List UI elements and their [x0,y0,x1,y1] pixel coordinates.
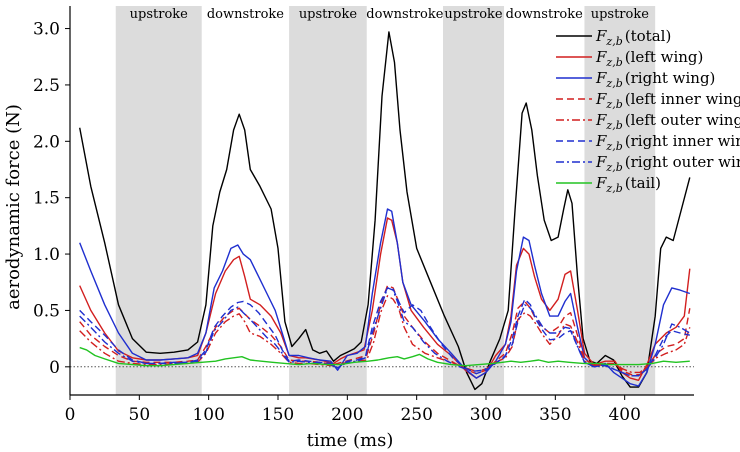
y-tick-label-0: 0 [49,358,60,378]
phase-band-4 [443,6,505,395]
series-line-6 [79,287,691,377]
series-line-7 [79,346,690,367]
phase-band-2 [289,6,367,395]
phase-band-0 [115,6,202,395]
legend-label-6: Fz,b(right outer wing) [595,153,740,174]
y-tick-label-6: 3.0 [33,20,60,40]
phase-label-5: downstroke [506,7,583,22]
legend-label-3: Fz,b (left inner wing) [595,90,740,111]
legend-label-5: Fz,b(right inner wing) [595,132,740,153]
legend: Fz,b (total)Fz,b (left wing)Fz,b (right win… [556,27,740,195]
legend-label-1: Fz,b (left wing) [595,48,703,69]
legend-label-0: Fz,b (total) [595,27,671,48]
y-tick-label-2: 1.0 [33,245,60,265]
y-tick-label-4: 2.0 [33,132,60,152]
phase-label-4: upstroke [444,7,503,22]
y-tick-label-5: 2.5 [33,76,60,96]
x-tick-label-6: 300 [470,405,502,425]
x-tick-label-5: 250 [400,405,432,425]
y-tick-label-1: 0.5 [33,301,60,321]
x-axis-label: time (ms) [307,430,394,451]
x-tick-label-0: 0 [65,405,76,425]
x-tick-label-8: 400 [608,405,640,425]
phase-label-1: downstroke [207,7,284,22]
legend-label-2: Fz,b (right wing) [595,69,715,90]
phase-label-2: upstroke [299,7,358,22]
phase-label-6: upstroke [591,7,650,22]
x-tick-label-1: 50 [129,405,151,425]
stroke-phase-bands: upstroke downstroke upstroke downstroke upst… [115,6,656,395]
series-lines [79,31,691,391]
y-tick-label-3: 1.5 [33,189,60,209]
legend-label-4: Fz,b (left outer wing) [595,111,740,132]
y-axis-label: aerodynamic force (N) [3,104,24,310]
phase-band-6 [584,6,656,395]
series-line-4 [79,295,691,374]
series-line-5 [79,287,690,377]
axes: 0 50 100 150 200 250 300 350 400 0 0.5 1.0 1.5 2.0 2.5… [33,6,694,425]
legend-label-7: Fz,b (tail) [595,174,661,195]
x-tick-label-4: 200 [331,405,363,425]
phase-label-0: upstroke [130,7,189,22]
x-tick-label-3: 150 [262,405,294,425]
phase-label-3: downstroke [366,7,443,22]
x-tick-label-7: 350 [539,405,571,425]
x-tick-label-2: 100 [192,405,224,425]
